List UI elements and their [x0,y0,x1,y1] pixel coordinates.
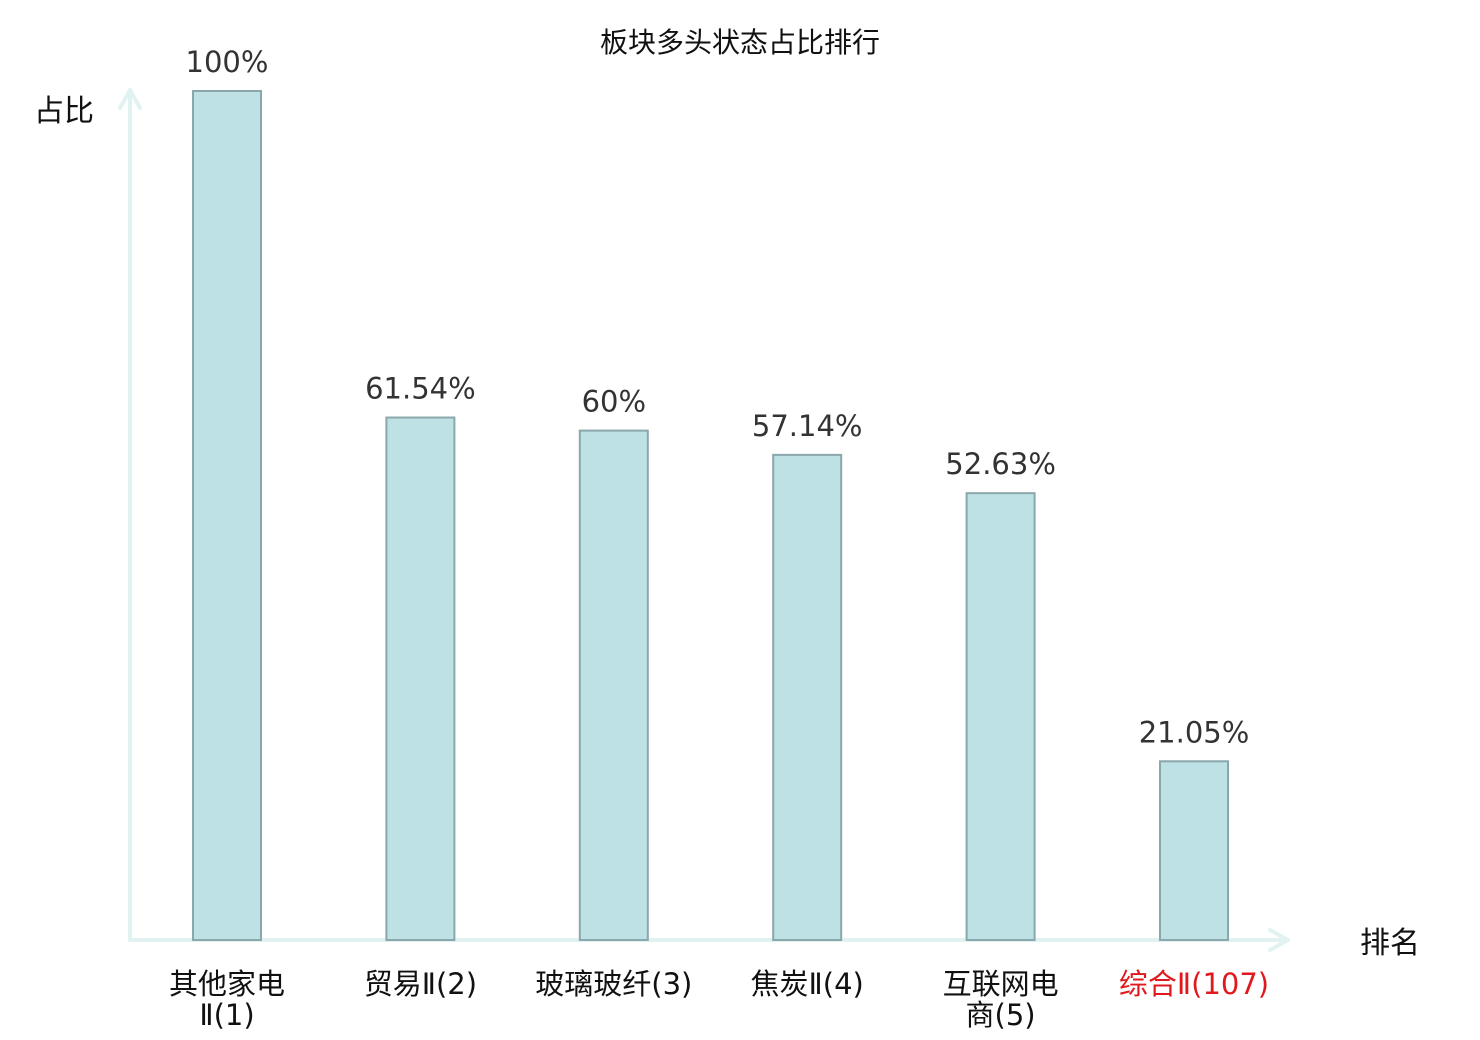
category-label-1-line-2: Ⅱ(1) [199,998,254,1032]
x-axis-arrow [1268,928,1290,952]
category-label-3: 玻璃玻纤(3) [535,967,692,1001]
axes [118,88,1290,952]
category-label-5-line-2: 商(5) [966,998,1036,1032]
value-label-4: 57.14% [752,409,863,443]
category-label-2: 贸易Ⅱ(2) [364,967,477,1001]
value-label-5: 52.63% [945,447,1056,481]
category-label-6: 综合Ⅱ(107) [1119,967,1269,1001]
category-label-1-line-1: 其他家电 [169,967,285,1001]
category-label-5-line-1: 互联网电 [943,967,1059,1001]
bar-5 [965,492,1036,941]
bars-group [192,90,1229,942]
bar-2 [385,416,456,941]
y-axis-arrow [118,88,142,110]
value-label-3: 60% [582,385,646,419]
chart-title: 板块多头状态占比排行 [600,26,880,59]
value-label-1: 100% [186,45,269,79]
value-label-6: 21.05% [1139,715,1250,749]
bar-3 [578,429,649,941]
bar-1 [192,90,262,941]
category-label-4: 焦炭Ⅱ(4) [751,967,864,1001]
value-label-2: 61.54% [365,372,476,406]
bar-6 [1159,760,1229,942]
x-axis-label: 排名 [1360,926,1420,961]
bar-4 [772,453,843,941]
value-labels-group: 100% 61.54% 60% 57.14% 52.63% 21.05% [186,45,1250,749]
y-axis-label: 占比 [34,94,94,129]
